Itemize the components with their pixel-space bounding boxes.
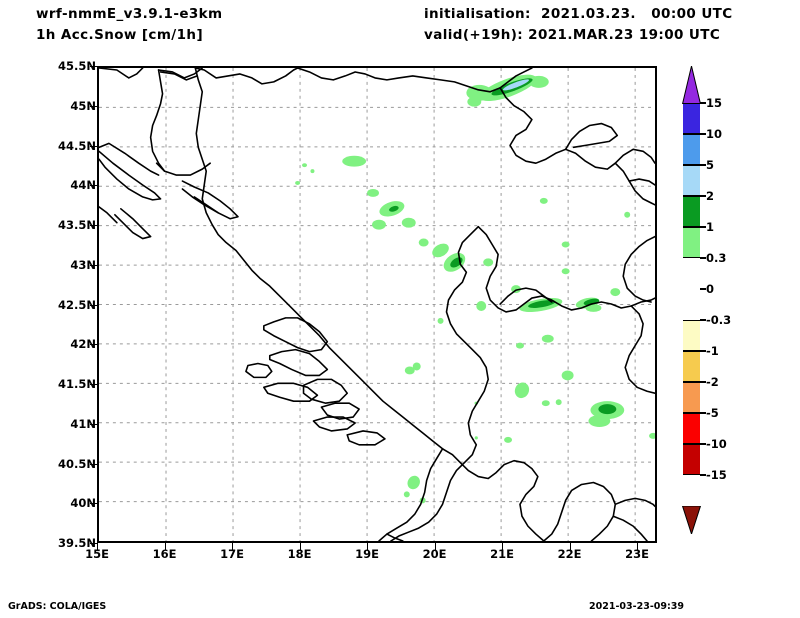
- y-axis-label: 43N: [70, 257, 96, 272]
- colorbar-label-1: 1: [706, 220, 715, 234]
- colorbar-label-neg1: -1: [706, 344, 719, 358]
- y-tickmark: [90, 344, 97, 346]
- colorbar-label-neg2: -2: [706, 375, 719, 389]
- map-canvas: [99, 68, 655, 541]
- y-tickmark: [90, 503, 97, 505]
- y-tickmark: [90, 185, 97, 187]
- y-tickmark: [90, 264, 97, 266]
- x-tickmark: [232, 543, 233, 550]
- colorbar-label-2: 2: [706, 189, 715, 203]
- colorbar-band-5-10[interactable]: [683, 134, 700, 165]
- colorbar-band-neg10-neg5[interactable]: [683, 413, 700, 444]
- colorbar-band-0-03[interactable]: [683, 258, 700, 289]
- y-axis-label: 42N: [70, 337, 96, 352]
- colorbar-label-15: 15: [706, 96, 723, 110]
- colorbar-label-neg10: -10: [706, 437, 727, 451]
- x-axis-label: 21E: [490, 547, 514, 561]
- y-axis-label: 44.5N: [58, 138, 96, 153]
- colorbar-label-0: 0: [706, 282, 715, 296]
- y-tickmark: [90, 304, 97, 306]
- colorbar[interactable]: [683, 103, 700, 507]
- colorbar-band-2-5[interactable]: [683, 165, 700, 196]
- y-tickmark: [90, 145, 97, 147]
- x-tickmark: [502, 543, 503, 550]
- y-axis-label: 45.5N: [58, 59, 96, 73]
- colorbar-band-10-15[interactable]: [683, 103, 700, 134]
- y-axis-label: 40.5N: [58, 456, 96, 471]
- colorbar-band-neg1-neg03[interactable]: [683, 320, 700, 351]
- x-tickmark: [97, 543, 98, 550]
- x-axis-label: 23E: [625, 547, 649, 561]
- colorbar-tickmark: [700, 257, 706, 259]
- colorbar-band-neg5-neg2[interactable]: [683, 382, 700, 413]
- colorbar-tickmark: [700, 195, 706, 197]
- x-axis-label: 18E: [287, 547, 312, 561]
- field-title: 1h Acc.Snow [cm/1h]: [36, 27, 204, 43]
- x-tickmark: [299, 543, 301, 550]
- x-axis-label: 20E: [422, 547, 447, 561]
- y-axis-label: 42.5N: [58, 297, 96, 312]
- y-tickmark: [90, 423, 97, 425]
- grads-credit: GrADS: COLA/IGES: [8, 601, 107, 612]
- colorbar-tickmark: [700, 474, 706, 476]
- colorbar-label-neg15: -15: [706, 468, 727, 482]
- snow-field-light: [295, 74, 655, 504]
- colorbar-band-neg03-0[interactable]: [683, 289, 700, 320]
- colorbar-label-5: 5: [706, 158, 715, 172]
- colorbar-tickmark: [700, 226, 706, 228]
- colorbar-band-1-2[interactable]: [683, 196, 700, 227]
- map-plot-area[interactable]: [97, 66, 657, 543]
- colorbar-label-neg03: -0.3: [706, 313, 732, 327]
- x-tickmark: [569, 543, 571, 550]
- x-axis-label: 17E: [220, 547, 244, 561]
- colorbar-band-neg15-neg10[interactable]: [683, 444, 700, 475]
- colorbar-tickmark: [700, 381, 706, 383]
- y-axis-label: 40N: [70, 496, 96, 511]
- colorbar-tickmark: [700, 443, 706, 445]
- initialisation-time: initialisation: 2021.03.23. 00:00 UTC: [424, 6, 733, 22]
- x-tickmark: [367, 543, 368, 550]
- y-tickmark: [90, 225, 97, 226]
- colorbar-tickmark: [700, 319, 706, 321]
- model-title: wrf-nmmE_v3.9.1-e3km: [36, 6, 223, 22]
- colorbar-arrow-top: [681, 66, 702, 104]
- y-tickmark: [90, 463, 97, 465]
- valid-time: valid(+19h): 2021.MAR.23 19:00 UTC: [424, 27, 721, 43]
- colorbar-band-03-1[interactable]: [683, 227, 700, 258]
- y-tickmark: [90, 543, 97, 544]
- snow-field-heavy: [502, 79, 530, 91]
- x-tickmark: [164, 543, 166, 550]
- colorbar-tickmark: [700, 102, 706, 104]
- colorbar-tickmark: [700, 412, 706, 414]
- colorbar-band-neg2-neg1[interactable]: [683, 351, 700, 382]
- y-tickmark: [90, 105, 97, 107]
- colorbar-label-03: 0.3: [706, 251, 727, 265]
- colorbar-label-neg5: -5: [706, 406, 719, 420]
- x-axis-label: 22E: [557, 547, 582, 561]
- x-axis-label: 15E: [85, 547, 109, 561]
- y-tickmark: [90, 384, 97, 385]
- x-axis-label: 19E: [355, 547, 379, 561]
- x-tickmark: [434, 543, 436, 550]
- y-axis-label: 43.5N: [58, 218, 96, 232]
- y-axis-label: 41.5N: [58, 377, 96, 391]
- y-tickmark: [90, 66, 97, 67]
- colorbar-tickmark: [700, 350, 706, 352]
- y-axis-label: 44N: [70, 178, 96, 193]
- y-axis-label: 39.5N: [58, 536, 96, 550]
- colorbar-arrow-bottom: [681, 506, 702, 534]
- coastlines-and-borders: [99, 68, 655, 541]
- colorbar-label-10: 10: [706, 127, 723, 141]
- generated-time: 2021-03-23-09:39: [589, 601, 684, 612]
- colorbar-tickmark: [700, 164, 706, 166]
- x-tickmark: [637, 543, 638, 550]
- colorbar-tickmark: [700, 288, 706, 290]
- y-axis-label: 41N: [70, 416, 96, 431]
- x-axis-label: 16E: [152, 547, 177, 561]
- colorbar-tickmark: [700, 133, 706, 135]
- y-axis-label: 45N: [70, 98, 96, 113]
